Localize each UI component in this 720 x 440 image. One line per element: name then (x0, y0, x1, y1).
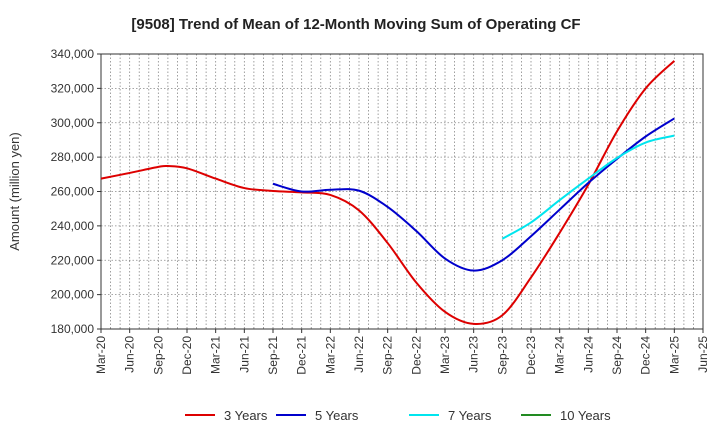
x-tick-label: Sep-24 (610, 336, 624, 375)
x-tick-label: Mar-25 (667, 336, 681, 374)
y-tick-label: 280,000 (51, 150, 95, 164)
x-tick-label: Jun-22 (352, 336, 366, 373)
x-tick-label: Mar-21 (209, 336, 223, 374)
x-tick-label: Dec-21 (295, 336, 309, 375)
y-tick-label: 180,000 (51, 322, 95, 336)
legend-label-10-years: 10 Years (560, 408, 611, 423)
legend-label-7-years: 7 Years (448, 408, 492, 423)
x-tick-label: Jun-21 (237, 336, 251, 373)
y-axis: 180,000 200,000 220,000 240,000 260,000 280,0… (51, 47, 101, 336)
x-tick-label: Sep-20 (151, 336, 165, 375)
series-line-3-years (100, 60, 676, 325)
x-tick-label: Jun-24 (581, 336, 595, 373)
y-tick-label: 200,000 (51, 288, 95, 302)
grid (101, 54, 703, 329)
x-tick-label: Jun-25 (696, 336, 710, 373)
x-tick-label: Sep-23 (495, 336, 509, 375)
legend: 3 Years 5 Years 7 Years 10 Years (185, 408, 611, 423)
series-group (100, 60, 676, 325)
legend-label-3-years: 3 Years (224, 408, 268, 423)
chart-title: [9508] Trend of Mean of 12-Month Moving … (131, 16, 580, 33)
x-tick-label: Jun-20 (123, 336, 137, 373)
y-tick-label: 220,000 (51, 253, 95, 267)
x-tick-label: Sep-21 (266, 336, 280, 375)
y-tick-label: 340,000 (51, 47, 95, 61)
y-tick-label: 260,000 (51, 185, 95, 199)
y-tick-label: 240,000 (51, 219, 95, 233)
x-tick-label: Dec-20 (180, 336, 194, 375)
x-tick-label: Mar-20 (94, 336, 108, 374)
x-axis: Mar-20 Jun-20 Sep-20 Dec-20 Mar-21 Jun-21 Sep-… (94, 329, 710, 375)
x-tick-label: Sep-22 (381, 336, 395, 375)
x-tick-label: Dec-22 (409, 336, 423, 375)
x-tick-label: Mar-23 (438, 336, 452, 374)
x-tick-label: Dec-23 (524, 336, 538, 375)
x-tick-label: Dec-24 (639, 336, 653, 375)
x-tick-label: Mar-22 (323, 336, 337, 374)
x-tick-label: Mar-24 (553, 336, 567, 374)
series-line-5-years (272, 117, 675, 272)
x-tick-label: Jun-23 (467, 336, 481, 373)
y-axis-label: Amount (million yen) (7, 132, 22, 251)
y-tick-label: 320,000 (51, 81, 95, 95)
y-tick-label: 300,000 (51, 116, 95, 130)
legend-label-5-years: 5 Years (315, 408, 359, 423)
series-line-7-years (501, 134, 675, 240)
